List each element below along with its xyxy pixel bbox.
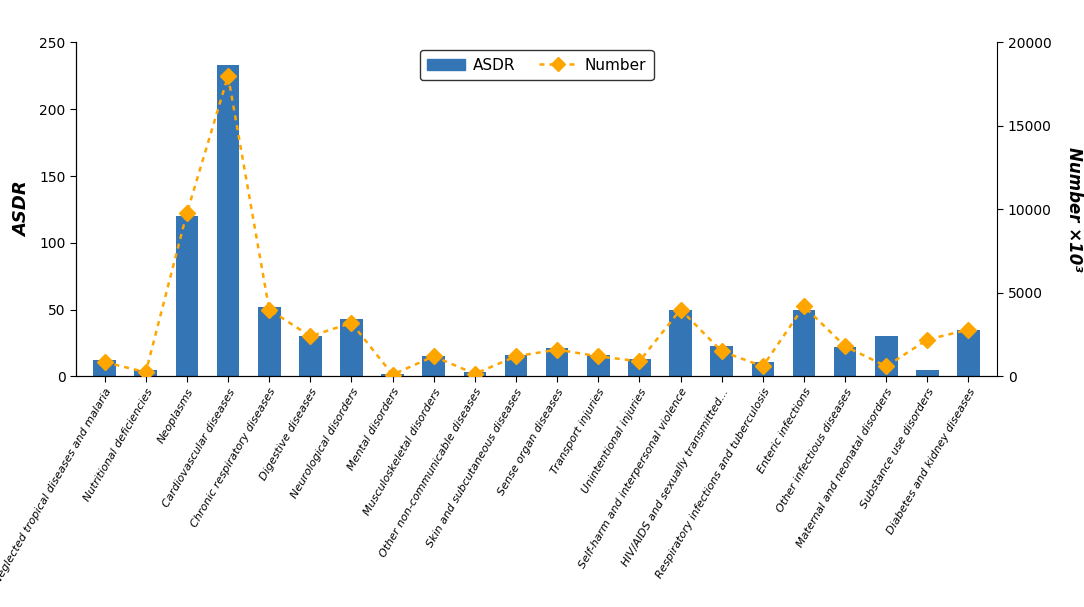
- Bar: [423, 356, 446, 376]
- Bar: [957, 330, 980, 376]
- Legend: ASDR, Number: ASDR, Number: [420, 50, 654, 80]
- Bar: [340, 319, 363, 376]
- Bar: [382, 374, 404, 376]
- Bar: [916, 370, 939, 376]
- Bar: [505, 355, 527, 376]
- Bar: [299, 336, 322, 376]
- Bar: [93, 361, 116, 376]
- Bar: [834, 347, 856, 376]
- Bar: [586, 355, 609, 376]
- Bar: [464, 372, 487, 376]
- Bar: [875, 336, 898, 376]
- Bar: [258, 307, 281, 376]
- Bar: [546, 348, 568, 376]
- Bar: [628, 359, 650, 376]
- Y-axis label: ASDR: ASDR: [13, 181, 30, 237]
- Bar: [710, 345, 733, 376]
- Bar: [669, 310, 692, 376]
- Bar: [217, 65, 240, 376]
- Bar: [792, 310, 815, 376]
- Bar: [176, 216, 198, 376]
- Bar: [751, 362, 774, 376]
- Y-axis label: Number ×10³: Number ×10³: [1066, 147, 1084, 272]
- Bar: [134, 370, 157, 376]
